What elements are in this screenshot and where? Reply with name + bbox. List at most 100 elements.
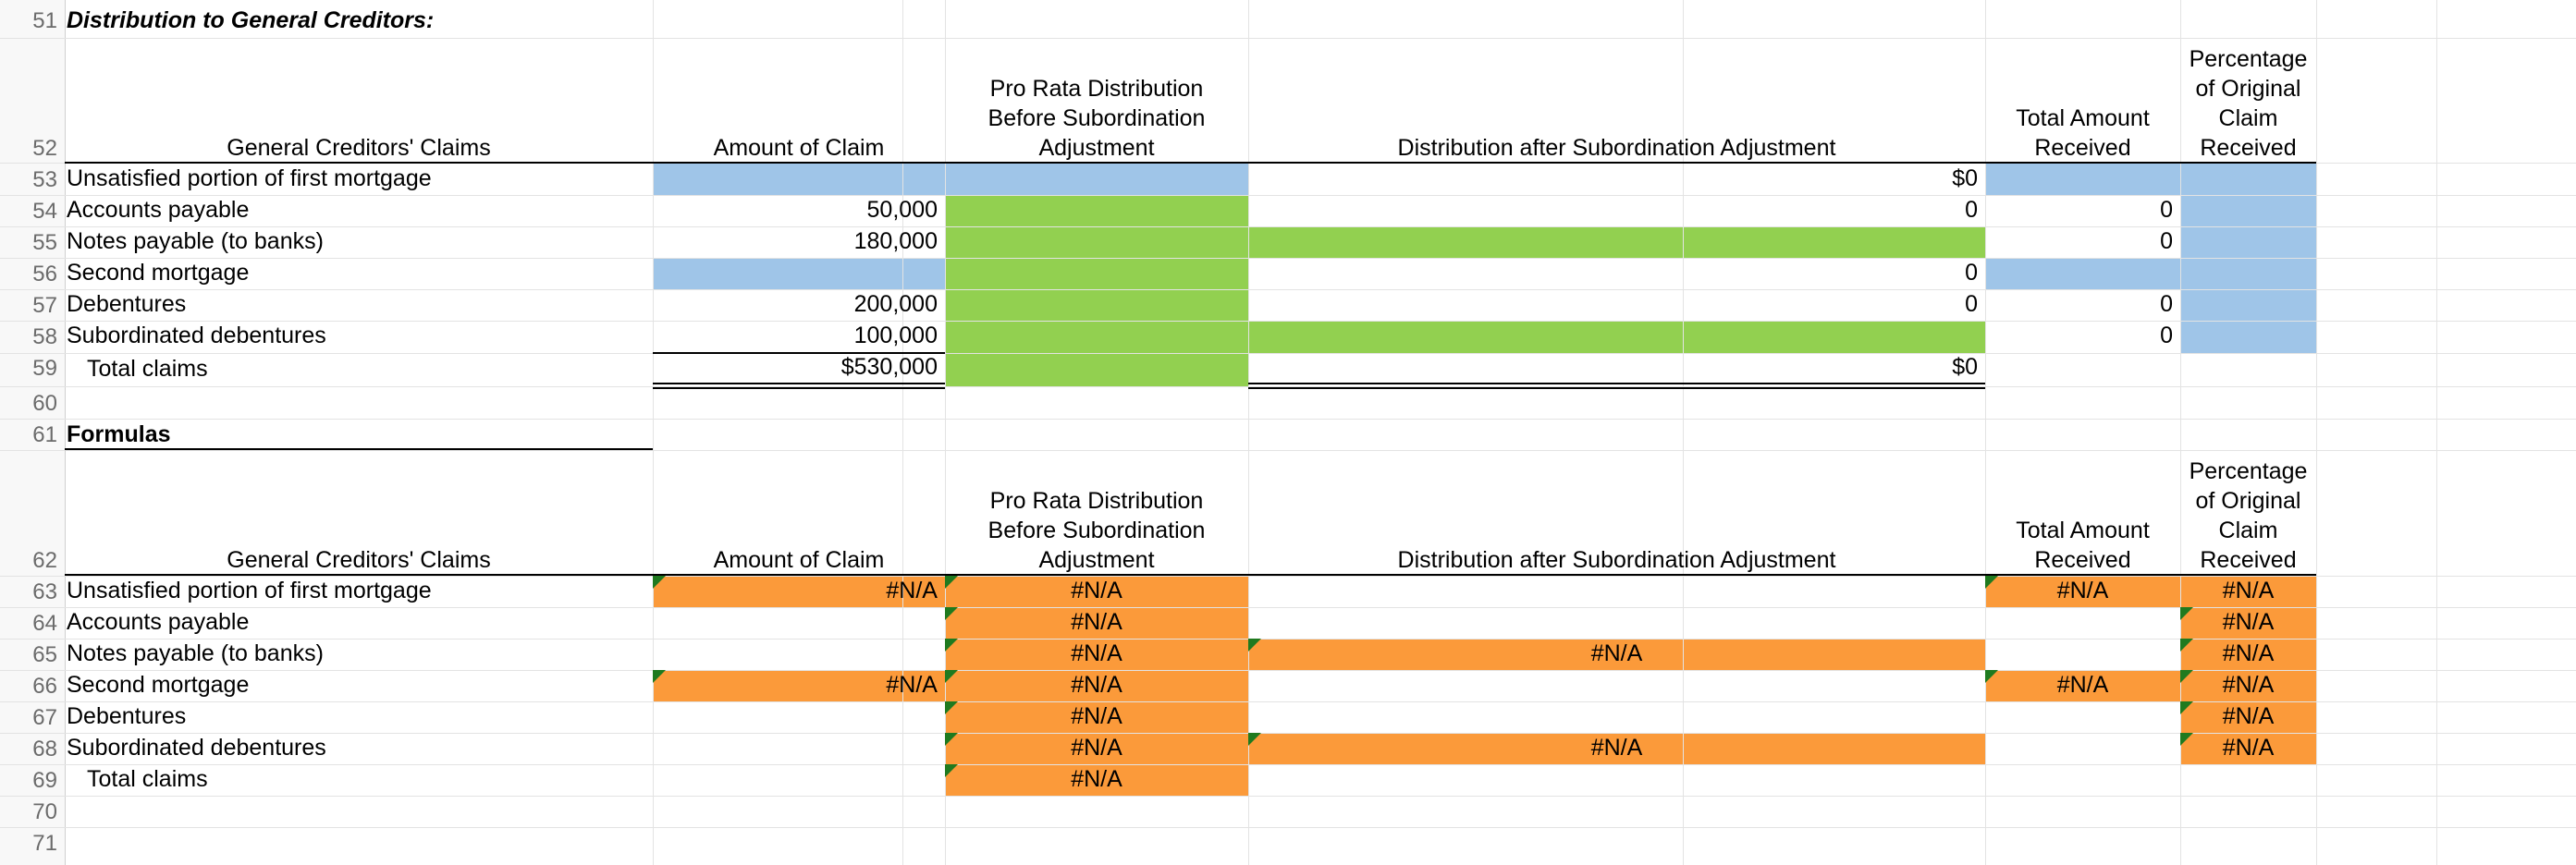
row-number[interactable]: 63 [32, 579, 57, 604]
cell-after[interactable]: 0 [1965, 291, 1978, 317]
column-header-pro-rata[interactable]: Pro Rata Distribution Before Subordinati… [945, 37, 1248, 163]
row-label[interactable]: Unsatisfied portion of first mortgage [67, 165, 432, 191]
cell-amount[interactable]: 100,000 [853, 323, 938, 348]
cell-after[interactable]: 0 [1965, 197, 1978, 223]
row-label[interactable]: Notes payable (to banks) [67, 228, 324, 254]
row-number[interactable]: 53 [32, 167, 57, 192]
row-number[interactable]: 55 [32, 230, 57, 255]
cell-total[interactable]: #N/A [2056, 672, 2109, 698]
input-cell-second-mortgage[interactable] [653, 258, 945, 290]
row-label[interactable]: Debentures [67, 291, 187, 317]
row-number[interactable]: 66 [32, 674, 57, 699]
row-number[interactable]: 56 [32, 262, 57, 286]
cell-total[interactable]: 0 [2160, 197, 2173, 223]
input-cell-percentage-column[interactable] [2180, 195, 2316, 353]
cell-percentage[interactable]: #N/A [2222, 578, 2275, 603]
cell-percentage[interactable]: #N/A [2222, 672, 2275, 698]
row-number[interactable]: 62 [32, 548, 57, 573]
column-header-claims[interactable]: General Creditors' Claims [227, 547, 491, 573]
cell-after[interactable]: 0 [1965, 260, 1978, 286]
row-label[interactable]: Second mortgage [67, 260, 250, 286]
row-number[interactable]: 54 [32, 199, 57, 224]
cell-after[interactable]: #N/A [1590, 640, 1643, 666]
column-header-pro-rata[interactable]: Pro Rata Distribution Before Subordinati… [945, 449, 1248, 575]
formula-cell-amount-second-mortgage[interactable] [653, 670, 945, 702]
total-amount[interactable]: $530,000 [840, 354, 938, 380]
input-cell-pro-rata-column[interactable] [945, 195, 1248, 386]
row-label[interactable]: Subordinated debentures [67, 735, 326, 761]
cell-amount[interactable]: 200,000 [853, 291, 938, 317]
row-number[interactable]: 60 [32, 391, 57, 416]
cell-percentage[interactable]: #N/A [2222, 735, 2275, 761]
cell-pro-rata[interactable]: #N/A [1071, 609, 1122, 635]
cell-amount[interactable]: 180,000 [853, 228, 938, 254]
row-number[interactable]: 64 [32, 611, 57, 636]
cell-percentage[interactable]: #N/A [2222, 703, 2275, 729]
total-pro-rata[interactable]: #N/A [1071, 766, 1122, 792]
column-header-after[interactable]: Distribution after Subordination Adjustm… [1397, 135, 1836, 161]
column-header-percentage[interactable]: Percentage of Original Claim Received [2180, 449, 2316, 575]
cell-amount[interactable]: #N/A [886, 578, 938, 603]
input-cell-first-mortgage[interactable] [653, 163, 1248, 195]
cell-pro-rata[interactable]: #N/A [1071, 578, 1122, 603]
row-label[interactable]: Notes payable (to banks) [67, 640, 324, 666]
column-header-amount[interactable]: Amount of Claim [713, 135, 885, 161]
formula-cell-total-first-mortgage[interactable] [1985, 576, 2180, 608]
section-title[interactable]: Distribution to General Creditors: [67, 7, 435, 33]
cell-total[interactable]: 0 [2160, 323, 2173, 348]
row-label[interactable]: Accounts payable [67, 197, 250, 223]
column-header-after[interactable]: Distribution after Subordination Adjustm… [1397, 547, 1836, 573]
formula-cell-amount-first-mortgage[interactable] [653, 576, 945, 608]
input-cell-first-mortgage-received[interactable] [1985, 163, 2316, 195]
column-header-total-received[interactable]: Total Amount Received [1985, 449, 2180, 575]
formula-cell-notes-after[interactable] [1248, 639, 1985, 671]
total-label[interactable]: Total claims [87, 356, 208, 382]
cell-pro-rata[interactable]: #N/A [1071, 735, 1122, 761]
input-cell-subordinated-after[interactable] [1248, 321, 1985, 353]
cell-total[interactable]: 0 [2160, 228, 2173, 254]
total-label[interactable]: Total claims [87, 766, 208, 792]
row-number[interactable]: 58 [32, 324, 57, 349]
cell-total[interactable]: #N/A [2056, 578, 2109, 603]
row-number[interactable]: 52 [32, 136, 57, 161]
input-cell-notes-after[interactable] [1248, 226, 1985, 259]
row-label[interactable]: Second mortgage [67, 672, 250, 698]
row-label[interactable]: Debentures [67, 703, 187, 729]
cell-after[interactable]: #N/A [1590, 735, 1643, 761]
row-number[interactable]: 61 [32, 422, 57, 447]
cell-percentage[interactable]: #N/A [2222, 609, 2275, 635]
row-number[interactable]: 65 [32, 642, 57, 667]
total-after[interactable]: $0 [1952, 354, 1978, 380]
cell-amount[interactable]: 50,000 [866, 197, 938, 223]
row-number[interactable]: 68 [32, 737, 57, 761]
row-label[interactable]: Unsatisfied portion of first mortgage [67, 578, 432, 603]
column-header-percentage[interactable]: Percentage of Original Claim Received [2180, 37, 2316, 163]
formula-cell-pro-rata-column[interactable] [945, 576, 1248, 796]
cell-pro-rata[interactable]: #N/A [1071, 640, 1122, 666]
cell-pro-rata[interactable]: #N/A [1071, 672, 1122, 698]
row-number[interactable]: 69 [32, 768, 57, 793]
row-number[interactable]: 57 [32, 293, 57, 318]
column-header-amount[interactable]: Amount of Claim [713, 547, 885, 573]
cell-pro-rata[interactable]: #N/A [1071, 703, 1122, 729]
formula-cell-subordinated-after[interactable] [1248, 733, 1985, 765]
header-line: Pro Rata Distribution [989, 488, 1204, 514]
row-label[interactable]: Accounts payable [67, 609, 250, 635]
row-number[interactable]: 71 [32, 831, 57, 856]
row-label[interactable]: Subordinated debentures [67, 323, 326, 348]
cell-after[interactable]: $0 [1952, 165, 1978, 191]
row-number[interactable]: 51 [32, 8, 57, 33]
section-title[interactable]: Formulas [67, 421, 171, 447]
cell-percentage[interactable]: #N/A [2222, 640, 2275, 666]
column-header-claims[interactable]: General Creditors' Claims [227, 135, 491, 161]
header-line: Claim [2218, 518, 2278, 543]
formula-cell-total-second-mortgage[interactable] [1985, 670, 2180, 702]
row-number[interactable]: 59 [32, 356, 57, 381]
cell-total[interactable]: 0 [2160, 291, 2173, 317]
input-cell-second-mortgage-received[interactable] [1985, 258, 2180, 290]
row-number[interactable]: 70 [32, 799, 57, 824]
column-header-total-received[interactable]: Total Amount Received [1985, 37, 2180, 163]
cell-amount[interactable]: #N/A [886, 672, 938, 698]
row-number[interactable]: 67 [32, 705, 57, 730]
